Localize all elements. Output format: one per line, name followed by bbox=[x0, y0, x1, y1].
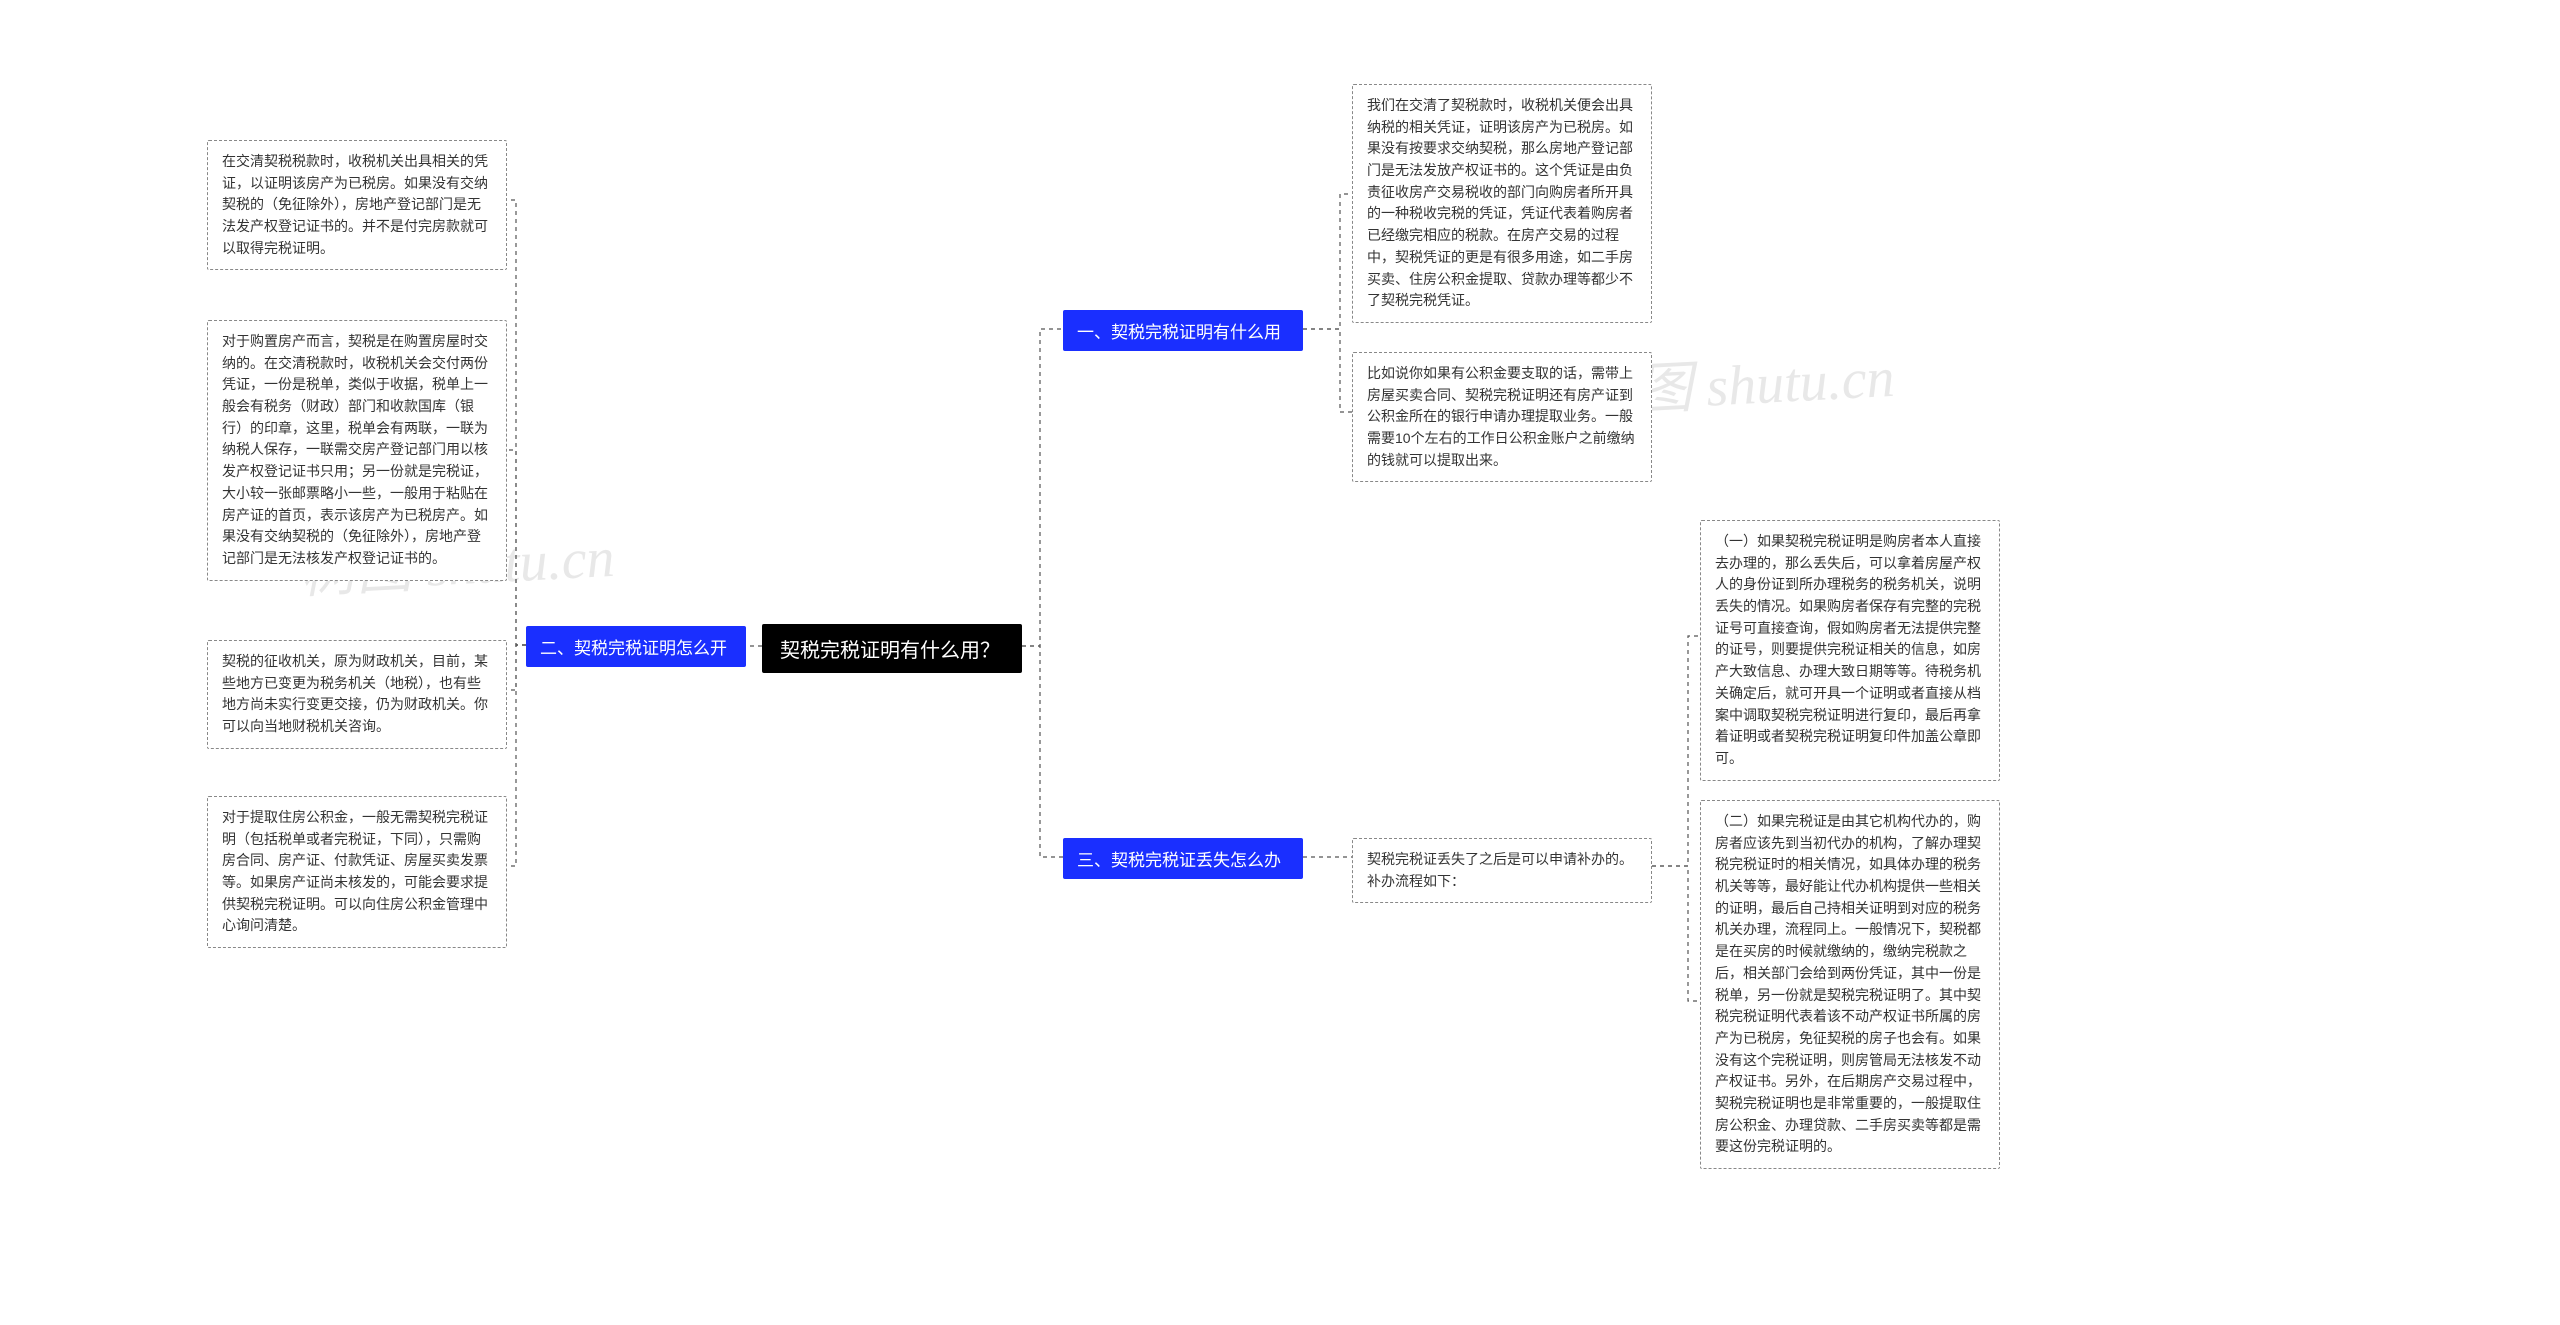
mindmap-root: 契税完税证明有什么用？ bbox=[762, 624, 1022, 673]
leaf-b1-2: 比如说你如果有公积金要支取的话，需带上房屋买卖合同、契税完税证明还有房产证到公积… bbox=[1352, 352, 1652, 482]
leaf-b2-3: 契税的征收机关，原为财政机关，目前，某些地方已变更为税务机关（地税），也有些地方… bbox=[207, 640, 507, 749]
leaf-b3-1: （一）如果契税完税证明是购房者本人直接去办理的，那么丢失后，可以拿着房屋产权人的… bbox=[1700, 520, 2000, 781]
leaf-b3-2: （二）如果完税证是由其它机构代办的，购房者应该先到当初代办的机构，了解办理契税完… bbox=[1700, 800, 2000, 1169]
leaf-b2-1: 在交清契税税款时，收税机关出具相关的凭证，以证明该房产为已税房。如果没有交纳契税… bbox=[207, 140, 507, 270]
branch-section-1: 一、契税完税证明有什么用 bbox=[1063, 310, 1303, 351]
leaf-b2-2: 对于购置房产而言，契税是在购置房屋时交纳的。在交清税款时，收税机关会交付两份凭证… bbox=[207, 320, 507, 581]
leaf-b1-1: 我们在交清了契税款时，收税机关便会出具纳税的相关凭证，证明该房产为已税房。如果没… bbox=[1352, 84, 1652, 323]
leaf-b3-direct: 契税完税证丢失了之后是可以申请补办的。补办流程如下： bbox=[1352, 838, 1652, 903]
branch-section-2: 二、契税完税证明怎么开 bbox=[526, 626, 746, 667]
leaf-b2-4: 对于提取住房公积金，一般无需契税完税证明（包括税单或者完税证，下同），只需购房合… bbox=[207, 796, 507, 948]
branch-section-3: 三、契税完税证丢失怎么办 bbox=[1063, 838, 1303, 879]
